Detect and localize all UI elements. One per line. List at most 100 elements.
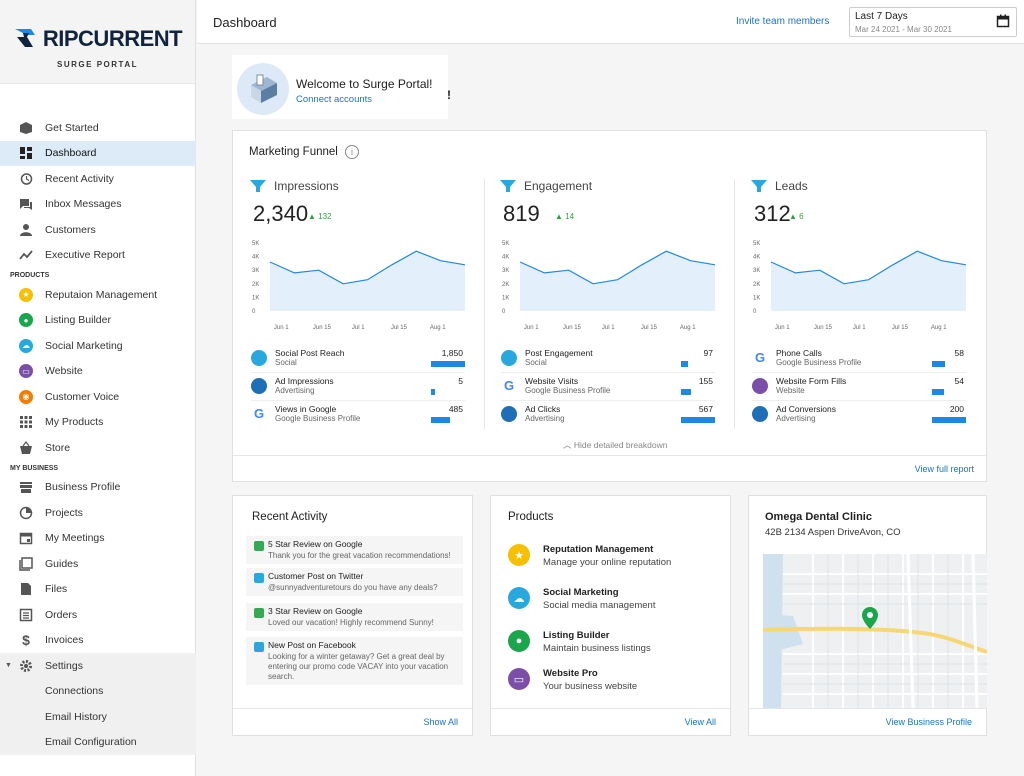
x-tick-label: Jul 15 xyxy=(892,325,909,331)
sidebar-item-label: Get Started xyxy=(45,121,99,134)
sidebar-item-files[interactable]: Files xyxy=(0,577,196,603)
sidebar-item-executive-report[interactable]: Executive Report xyxy=(0,243,196,269)
breakdown-source: Social xyxy=(275,358,297,367)
sidebar-item-inbox-messages[interactable]: Inbox Messages xyxy=(0,192,196,218)
product-desc: Manage your online reputation xyxy=(543,557,672,568)
breakdown-rows: Post Engagement Social 97 G Website Visits Go… xyxy=(501,345,715,429)
view-full-report-link[interactable]: View full report xyxy=(914,464,974,474)
y-tick-label: 2K xyxy=(753,282,760,288)
funnel-column-engagement: Engagement 819 ▲ 14 5K 4K 3K 2K 1K 0 Jun 1 Jun 15 J… xyxy=(500,177,730,431)
sidebar-item-my-products[interactable]: My Products xyxy=(0,410,196,436)
x-tick-label: Jun 1 xyxy=(524,325,539,331)
sidebar-item-email-history[interactable]: Email History xyxy=(0,704,196,730)
google-icon: G xyxy=(503,378,515,393)
breakdown-row: Post Engagement Social 97 xyxy=(501,345,715,373)
sidebar-item-get-started[interactable]: Get Started xyxy=(0,115,196,141)
grid-icon xyxy=(18,414,34,430)
product-desc: Social media management xyxy=(543,600,656,611)
map-pin-icon[interactable] xyxy=(861,606,879,633)
show-all-link[interactable]: Show All xyxy=(423,717,458,727)
sidebar-item-label: Store xyxy=(45,441,71,454)
view-all-link[interactable]: View All xyxy=(684,717,716,727)
breakdown-value: 1,850 xyxy=(441,348,463,358)
product-item-reputation-management[interactable]: ★ Reputation Management Manage your onli… xyxy=(508,542,723,570)
breakdown-rows: G Phone Calls Google Business Profile 58 Web… xyxy=(752,345,966,429)
list-box-icon xyxy=(18,607,34,623)
activity-item[interactable]: Customer Post on Twitter @sunnyadventure… xyxy=(246,568,463,596)
sidebar-item-invoices[interactable]: $ Invoices xyxy=(0,628,196,654)
product-item-website-pro[interactable]: ▭ Website Pro Your business website xyxy=(508,666,723,694)
connect-accounts-link[interactable]: Connect accounts xyxy=(296,94,373,105)
sidebar-item-customer-voice[interactable]: ◉ Customer Voice xyxy=(0,384,196,410)
sidebar-item-label: My Products xyxy=(45,416,104,429)
sidebar-item-website[interactable]: ▭ Website xyxy=(0,359,196,385)
y-tick-label: 3K xyxy=(502,268,509,274)
y-tick-label: 5K xyxy=(753,241,760,247)
activity-item[interactable]: 3 Star Review on Google Loved our vacati… xyxy=(246,603,463,631)
social-icon xyxy=(254,573,264,583)
google-maps-icon xyxy=(254,541,264,551)
hide-breakdown-toggle[interactable]: ︿ Hide detailed breakdown xyxy=(563,439,667,451)
sidebar-nav: Get Started Dashboard Recent Activity In… xyxy=(0,115,196,755)
sidebar-item-business-profile[interactable]: Business Profile xyxy=(0,475,196,501)
area-fill xyxy=(270,251,465,311)
product-item-social-marketing[interactable]: ☁ Social Marketing Social media manageme… xyxy=(508,585,723,613)
metric-delta: ▲ 132 xyxy=(308,212,332,221)
sidebar-item-my-meetings[interactable]: My Meetings xyxy=(0,526,196,552)
sidebar-item-reputation-management[interactable]: ★ Reputaion Management xyxy=(0,282,196,308)
sidebar-item-listing-builder[interactable]: ● Listing Builder xyxy=(0,308,196,334)
activity-title: Customer Post on Twitter xyxy=(268,571,364,581)
sidebar-item-email-configuration[interactable]: Email Configuration xyxy=(0,729,196,755)
view-business-profile-link[interactable]: View Business Profile xyxy=(885,717,972,727)
chat-icon xyxy=(18,196,34,212)
marketing-funnel-card: Marketing Funnel i Impressions 2,340 ▲ 132… xyxy=(232,130,987,482)
sidebar-item-label: Customer Voice xyxy=(45,390,120,403)
sidebar-item-projects[interactable]: Projects xyxy=(0,500,196,526)
y-tick-label: 0 xyxy=(502,309,506,315)
trend-chart: 5K 4K 3K 2K 1K 0 Jun 1 Jun 15 Jul 1 Jul 15 Aug 1 xyxy=(502,241,716,331)
x-tick-label: Jun 1 xyxy=(274,325,289,331)
business-name: Omega Dental Clinic xyxy=(765,511,872,523)
metric-name: Impressions xyxy=(274,179,339,193)
business-address: 42B 2134 Aspen DriveAvon, CO xyxy=(765,527,901,538)
y-tick-label: 5K xyxy=(252,241,259,247)
social-icon xyxy=(254,642,264,652)
location-pin-icon: ● xyxy=(508,630,530,652)
delta-value: 14 xyxy=(565,212,575,221)
date-range-picker[interactable]: Last 7 Days Mar 24 2021 - Mar 30 2021 xyxy=(849,7,1017,37)
advertising-icon xyxy=(752,406,768,422)
breakdown-value: 200 xyxy=(949,404,964,414)
activity-item[interactable]: New Post on Facebook Looking for a winte… xyxy=(246,637,463,685)
marketing-funnel-title: Marketing Funnel xyxy=(249,146,338,158)
sidebar-item-label: Projects xyxy=(45,506,83,519)
activity-item[interactable]: 5 Star Review on Google Thank you for th… xyxy=(246,536,463,564)
breakdown-name: Post Engagement xyxy=(525,348,593,358)
breakdown-source: Social xyxy=(525,358,547,367)
sidebar-item-orders[interactable]: Orders xyxy=(0,602,196,628)
invite-team-members-link[interactable]: Invite team members xyxy=(736,16,830,27)
product-item-listing-builder[interactable]: ● Listing Builder Maintain business list… xyxy=(508,628,723,656)
sidebar-item-settings[interactable]: ▼ Settings xyxy=(0,653,196,679)
sidebar-item-guides[interactable]: Guides xyxy=(0,551,196,577)
recent-activity-footer: Show All xyxy=(233,708,472,735)
product-name: Website Pro xyxy=(543,668,598,679)
breakdown-bar-track xyxy=(431,417,465,423)
sidebar-item-store[interactable]: Store xyxy=(0,435,196,461)
sidebar-item-dashboard[interactable]: Dashboard xyxy=(0,140,196,166)
trend-icon xyxy=(18,247,34,263)
breakdown-row: Ad Impressions Advertising 5 xyxy=(251,373,465,401)
sidebar-item-connections[interactable]: Connections xyxy=(0,678,196,704)
product-name: Listing Builder xyxy=(543,630,610,641)
column-divider xyxy=(484,179,485,429)
sidebar-item-customers[interactable]: Customers xyxy=(0,217,196,243)
info-icon[interactable]: i xyxy=(345,145,359,159)
sidebar-item-label: Listing Builder xyxy=(45,314,111,327)
y-tick-label: 4K xyxy=(252,255,259,261)
dashboard-icon xyxy=(18,145,34,161)
sidebar-item-social-marketing[interactable]: ☁ Social Marketing xyxy=(0,333,196,359)
sidebar-item-recent-activity[interactable]: Recent Activity xyxy=(0,166,196,192)
location-map[interactable] xyxy=(763,554,987,708)
funnel-icon xyxy=(500,180,516,195)
ripcurrent-logo-icon xyxy=(13,27,39,52)
funnel-icon xyxy=(250,180,266,195)
